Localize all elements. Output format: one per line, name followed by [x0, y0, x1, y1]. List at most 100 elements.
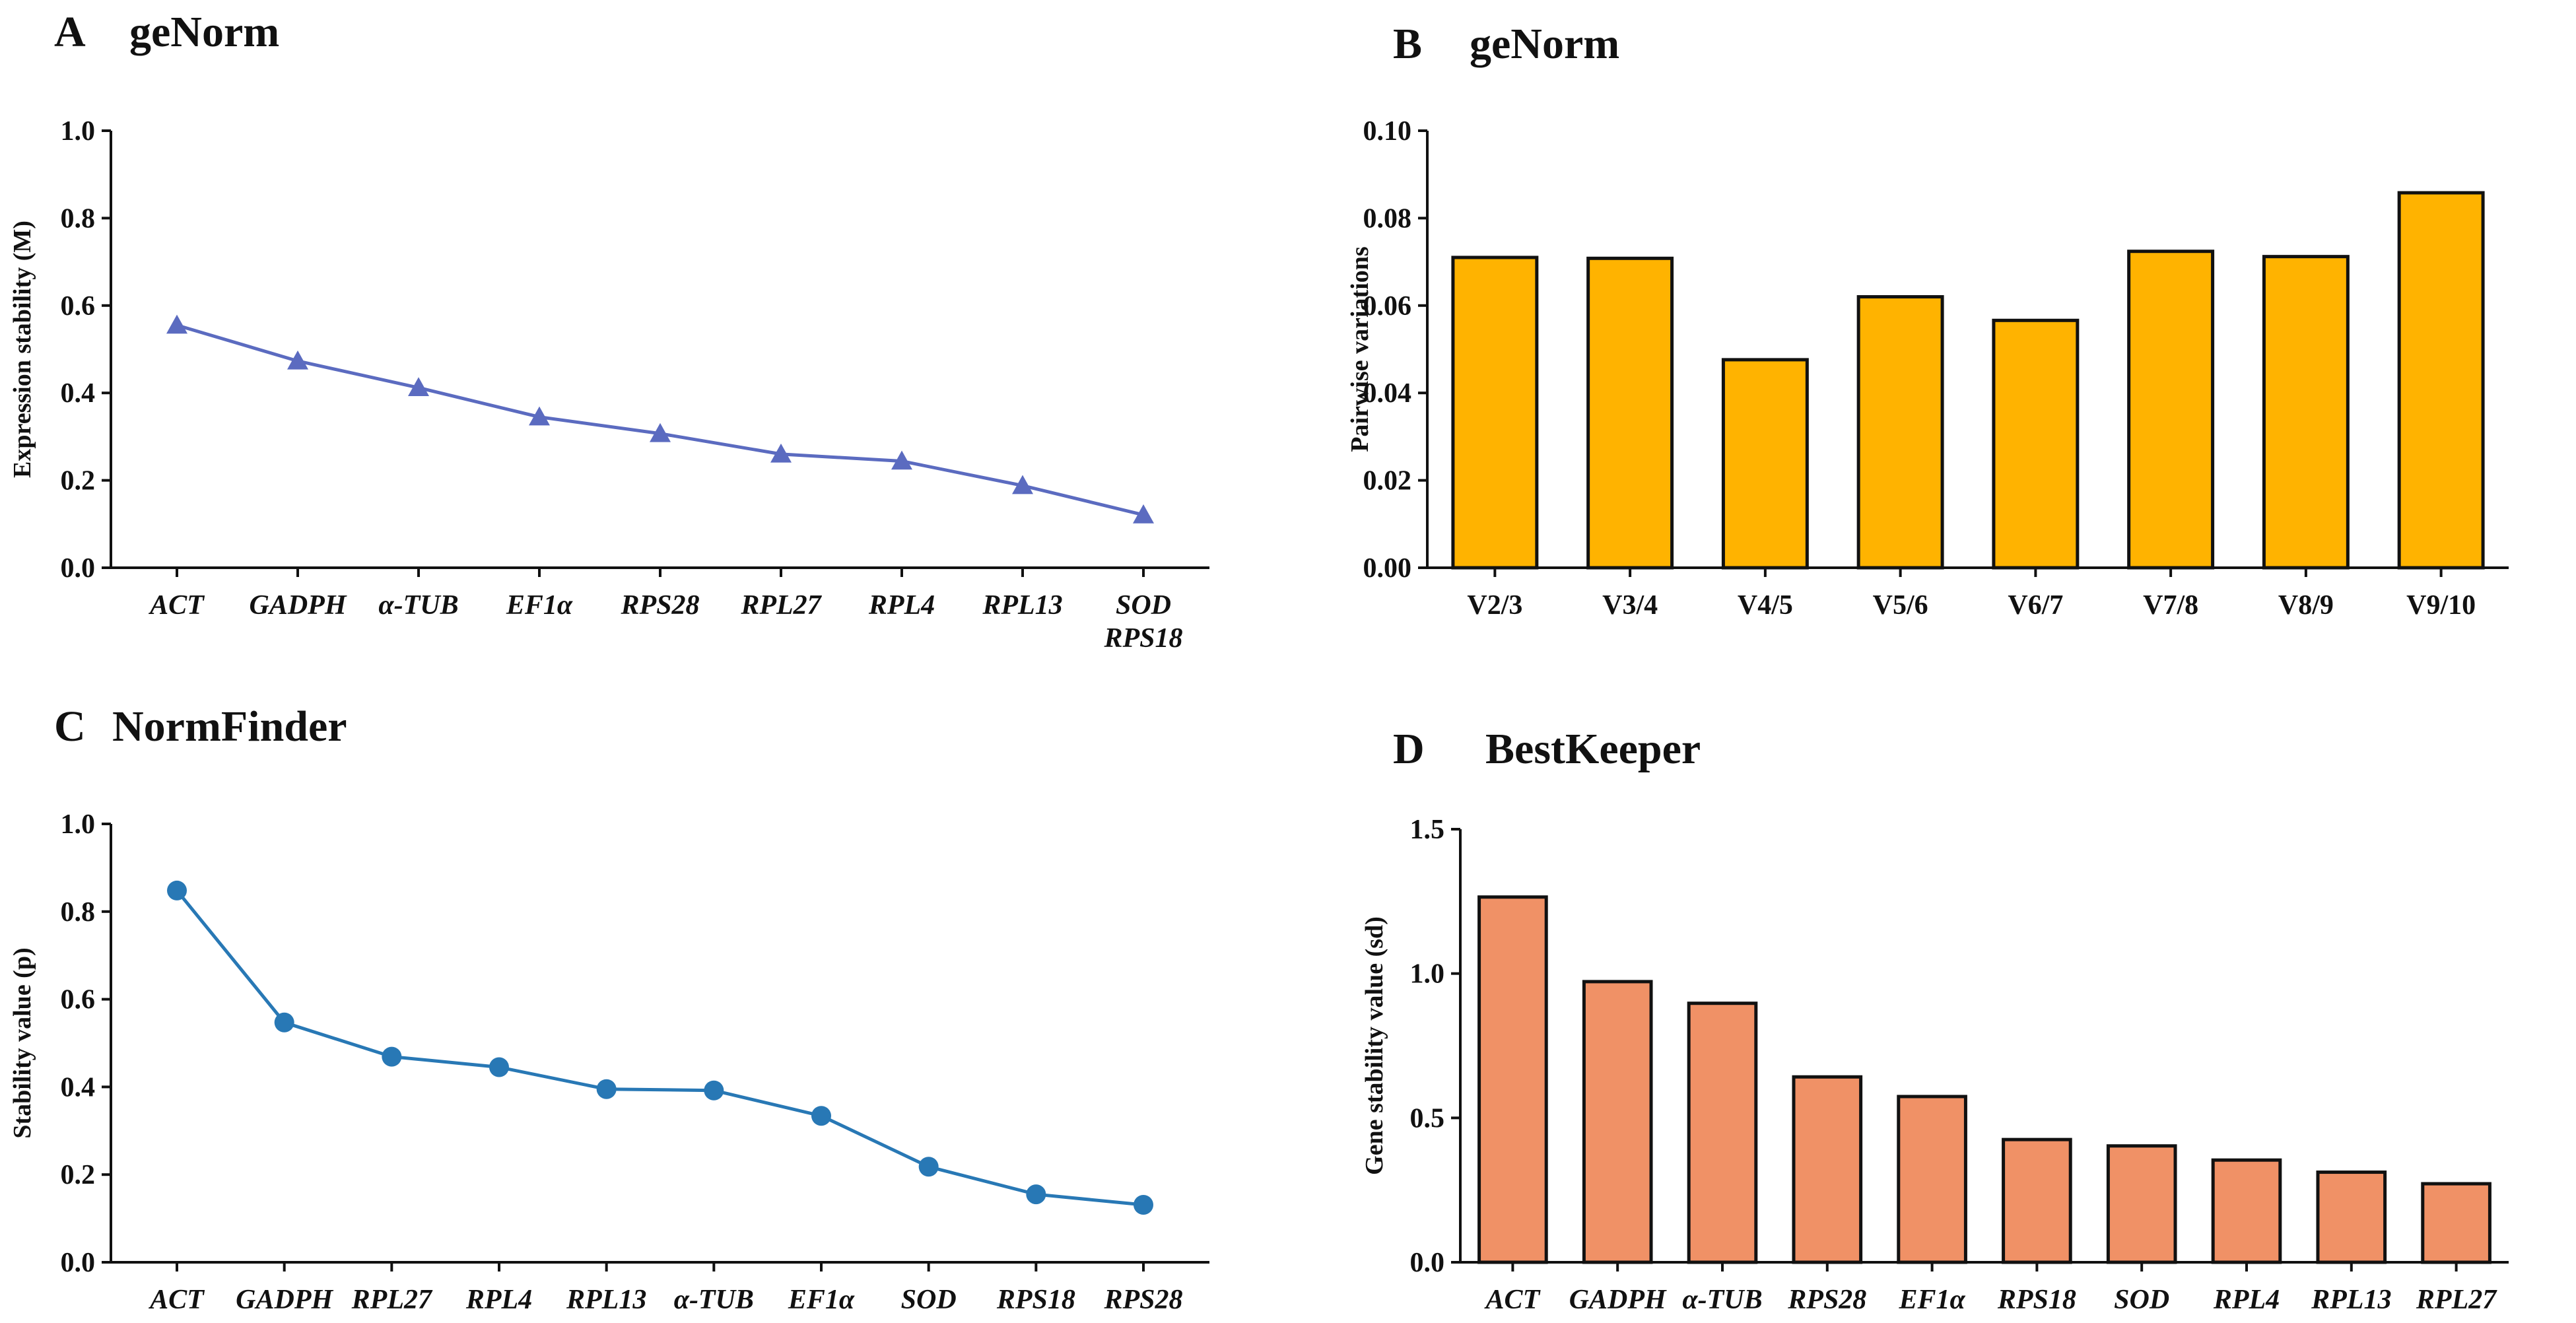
x-tick-label: α-TUB [1682, 1285, 1762, 1315]
data-point [811, 1106, 831, 1126]
data-point [489, 1057, 509, 1077]
x-tick-label: V2/3 [1467, 590, 1522, 621]
panel-title-a: geNorm [129, 8, 279, 56]
x-tick-label: V4/5 [1738, 590, 1793, 621]
y-tick-label: 0.08 [1363, 203, 1412, 234]
x-tick-label: RPS18 [1997, 1285, 2076, 1315]
x-tick-label: EF1α [1898, 1285, 1965, 1315]
x-tick-label: RPL27 [2416, 1285, 2497, 1315]
x-tick-label: RPS18 [996, 1285, 1075, 1315]
data-point [891, 450, 912, 470]
data-point [770, 443, 792, 463]
y-tick-label: 0.04 [1363, 378, 1412, 409]
bar [1451, 255, 1539, 570]
data-point [596, 1079, 617, 1099]
panel-title-d: BestKeeper [1485, 725, 1701, 773]
data-point [918, 1157, 939, 1177]
y-tick-label: 1.5 [1410, 815, 1445, 845]
x-tick-label: α-TUB [378, 590, 458, 621]
panel-letter-d: D [1393, 725, 1425, 773]
bar [1582, 980, 1653, 1264]
panel-letter-a: A [54, 8, 86, 56]
bar [2211, 1158, 2282, 1264]
data-point [287, 350, 308, 370]
panel-c: C NormFinder 0.0 0.2 0.4 0.6 0.8 1.0 Stability v… [9, 702, 1209, 1315]
y-tick-label: 1.0 [61, 809, 96, 840]
y-tick-label: 1.0 [61, 116, 96, 147]
y-tick-label: 0.2 [61, 1160, 96, 1190]
bar [1792, 1075, 1863, 1264]
y-axis-title: Pairwise variations [1346, 246, 1374, 452]
x-tick-label: RPS28 [1787, 1285, 1866, 1315]
series-line [176, 889, 1144, 1207]
data-point [650, 423, 671, 442]
x-tick-label: RPS28 [620, 590, 699, 621]
data-point [1134, 1195, 1153, 1215]
x-tick-label: RPL27 [740, 590, 822, 621]
series-line [176, 323, 1144, 517]
x-tick-label: RPL13 [2311, 1285, 2391, 1315]
x-tick-label: GADPH [1569, 1285, 1667, 1315]
x-tick-label: EF1α [788, 1285, 855, 1315]
bar [1687, 1001, 1758, 1264]
data-point [274, 1012, 294, 1033]
x-tick-label: RPS28 [1103, 1285, 1182, 1315]
x-tick-label: ACT [148, 590, 205, 621]
y-tick-label: 0.6 [61, 291, 96, 322]
y-tick-label: 0.6 [61, 985, 96, 1015]
data-point [166, 314, 187, 334]
y-axis-title: Expression stability (M) [9, 220, 36, 478]
panel-letter-c: C [54, 702, 86, 751]
x-tick-label: V9/10 [2406, 590, 2476, 621]
bar [2397, 191, 2485, 570]
y-axis-title: Gene stability value (sd) [1361, 916, 1388, 1175]
x-tick-label: ACT [148, 1285, 205, 1315]
x-tick-label: EF1α [506, 590, 573, 621]
y-tick-label: 0.8 [61, 203, 96, 234]
panel-title-b: geNorm [1470, 20, 1619, 68]
y-tick-label: 0.5 [1410, 1103, 1445, 1134]
panel-letter-b: B [1393, 20, 1422, 68]
y-tick-label: 0.00 [1363, 553, 1412, 584]
bar [2106, 1144, 2177, 1264]
x-tick-label: V5/6 [1873, 590, 1928, 621]
x-tick-label: ACT [1484, 1285, 1542, 1315]
y-axis-title: Stability value (p) [9, 947, 36, 1138]
data-point [1133, 504, 1154, 524]
bar [1856, 295, 1944, 570]
y-tick-label: 0.06 [1363, 291, 1412, 322]
data-point [529, 406, 550, 426]
y-tick-label: 0.0 [1410, 1248, 1445, 1278]
y-tick-label: 0.4 [61, 378, 96, 409]
bar [2127, 250, 2215, 570]
x-tick-label: RPL13 [982, 590, 1062, 621]
x-tick-label: RPL27 [351, 1285, 433, 1315]
x-tick-label: α-TUB [674, 1285, 754, 1315]
y-tick-label: 0.02 [1363, 466, 1412, 496]
data-point [167, 880, 187, 900]
data-point [408, 377, 429, 397]
bar [2421, 1182, 2491, 1264]
x-tick-label: SOD [901, 1285, 957, 1315]
bar [2002, 1137, 2072, 1264]
data-point [1026, 1184, 1046, 1205]
bar [1897, 1095, 1967, 1264]
y-tick-label: 0.0 [61, 1248, 96, 1278]
x-tick-label: SOD [1116, 590, 1171, 621]
data-point [382, 1046, 402, 1067]
bar [1992, 318, 2080, 570]
y-tick-label: 1.0 [1410, 959, 1445, 990]
panel-d: D BestKeeper 0.0 0.5 1.0 1.5 Gene stability va… [1361, 725, 2509, 1315]
bar [1586, 256, 1674, 570]
x-tick-label: RPS18 [1103, 623, 1182, 654]
x-tick-label: V8/9 [2278, 590, 2334, 621]
x-tick-label: V7/8 [2143, 590, 2198, 621]
x-tick-label: V3/4 [1602, 590, 1658, 621]
y-tick-label: 0.8 [61, 897, 96, 928]
x-tick-label: V6/7 [2008, 590, 2063, 621]
x-tick-label: SOD [2114, 1285, 2169, 1315]
y-tick-label: 0.10 [1363, 116, 1412, 147]
